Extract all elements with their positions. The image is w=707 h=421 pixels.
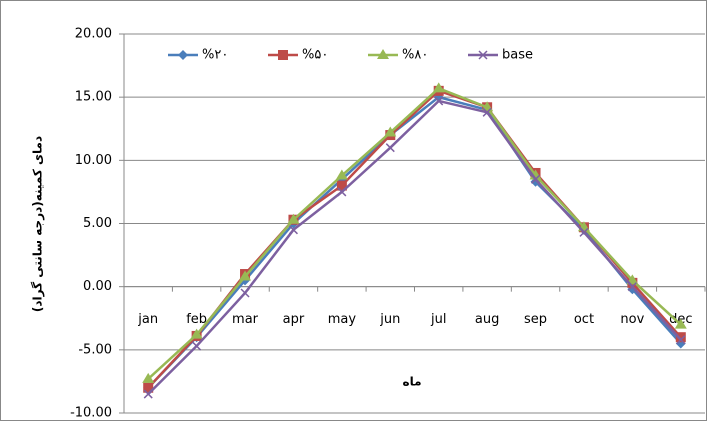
legend-label: %۲۰ [202,48,228,63]
x-tick-label: aug [475,312,499,327]
marker [142,372,155,383]
y-tick-label: 15.00 [75,90,112,105]
marker [240,288,250,298]
marker [288,225,298,235]
x-tick-label: jun [379,312,400,327]
y-tick-label: 0.00 [83,279,112,294]
legend-label: %۸۰ [402,48,428,63]
y-tick-label: -5.00 [78,342,112,357]
marker [478,50,488,60]
x-tick-label: nov [620,312,644,327]
marker [336,180,347,191]
y-tick-label: 10.00 [75,153,112,168]
marker [579,227,589,237]
x-tick-label: feb [186,312,207,327]
y-tick-label: 20.00 [75,27,112,42]
marker [627,282,637,292]
series-line [147,99,682,395]
marker [531,174,541,184]
marker [278,50,288,60]
x-tick-label: jul [430,312,446,327]
marker [482,107,492,117]
marker [377,49,389,59]
marker [676,335,686,345]
legend-label: %۵۰ [302,48,328,63]
marker [434,96,444,106]
legend-label: base [502,48,533,63]
marker [335,169,348,180]
marker [192,341,202,351]
marker [384,126,397,137]
series-line [147,86,682,380]
marker [239,270,252,281]
x-tick-label: jan [137,312,158,327]
x-tick-label: mar [232,312,259,327]
y-axis-label: دمای کمینه(درجه سانتی گراد) [31,136,45,312]
marker [143,389,153,399]
y-tick-label: -10.00 [70,406,112,421]
marker [432,82,445,93]
marker [190,328,203,339]
y-tick-label: 5.00 [83,216,112,231]
x-tick-label: may [328,312,357,327]
x-axis-label: ماه [402,375,421,389]
marker [337,187,347,197]
x-tick-label: oct [574,312,594,327]
marker [143,382,154,393]
marker [178,50,188,60]
marker [385,143,395,153]
marker [674,318,687,329]
x-tick-label: apr [283,312,305,327]
x-tick-label: sep [524,312,547,327]
marker [675,332,686,343]
marker [287,213,300,224]
